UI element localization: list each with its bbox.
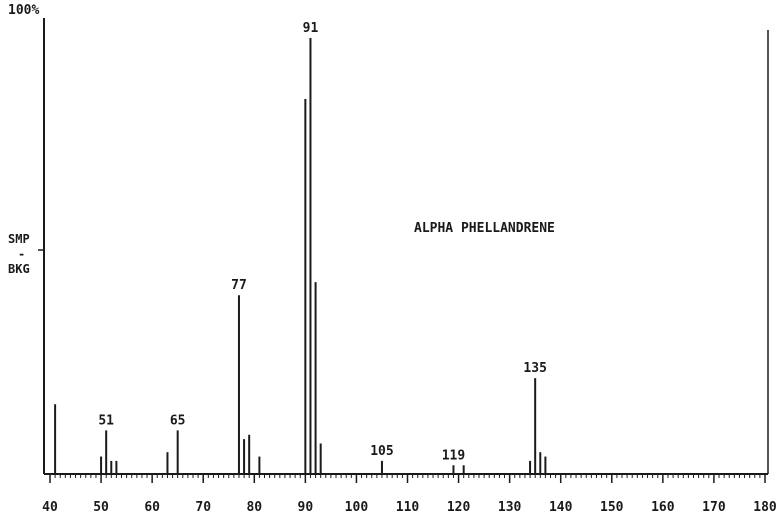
y-top-label: 100%: [8, 3, 39, 18]
peak-label: 77: [231, 278, 247, 293]
peak-label: 51: [98, 413, 114, 428]
tick-labels-group: 40 50 60 70 80 90 100 110 120 130 140 150 160 170 180: [42, 500, 777, 515]
major-ticks-group: [49, 474, 766, 483]
x-tick-label: 140: [549, 500, 573, 515]
x-tick-label: 180: [753, 500, 777, 515]
x-tick-label: 40: [42, 500, 58, 515]
peak-label: 135: [523, 361, 546, 376]
x-tick-label: 50: [93, 500, 109, 515]
peaks-group: [54, 38, 547, 474]
chart-title: ALPHA PHELLANDRENE: [414, 221, 555, 236]
x-tick-label: 170: [702, 500, 726, 515]
peak-label: 119: [442, 448, 465, 463]
x-tick-label: 110: [396, 500, 420, 515]
x-tick-label: 130: [498, 500, 522, 515]
side-label-smp: SMP: [8, 232, 30, 246]
side-label-bkg: BKG: [8, 262, 30, 276]
axes-group: [38, 18, 769, 475]
x-tick-label: 70: [195, 500, 211, 515]
peak-label: 105: [370, 444, 393, 459]
minor-ticks-group: [54, 474, 761, 478]
x-tick-label: 120: [447, 500, 471, 515]
peak-labels-group: 51 65 77 91 105 119 135: [98, 21, 547, 463]
x-tick-label: 100: [345, 500, 369, 515]
x-tick-label: 60: [144, 500, 160, 515]
side-label-dash: -: [18, 247, 26, 261]
x-tick-label: 160: [651, 500, 675, 515]
peak-label: 65: [170, 413, 186, 428]
peak-label: 91: [303, 21, 319, 36]
x-tick-label: 80: [246, 500, 262, 515]
x-tick-label: 150: [600, 500, 624, 515]
x-tick-label: 90: [298, 500, 314, 515]
